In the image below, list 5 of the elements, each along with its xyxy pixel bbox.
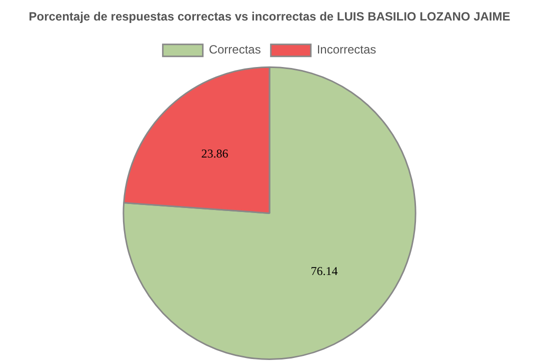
chart-title: Porcentaje de respuestas correctas vs incorrectas de LUIS BASILIO LOZANO JAIME — [28, 10, 510, 24]
data-label: 76.14 — [310, 264, 338, 278]
legend-label: Incorrectas — [316, 42, 376, 57]
legend-label: Correctas — [208, 42, 261, 57]
data-label: 23.86 — [201, 146, 228, 161]
